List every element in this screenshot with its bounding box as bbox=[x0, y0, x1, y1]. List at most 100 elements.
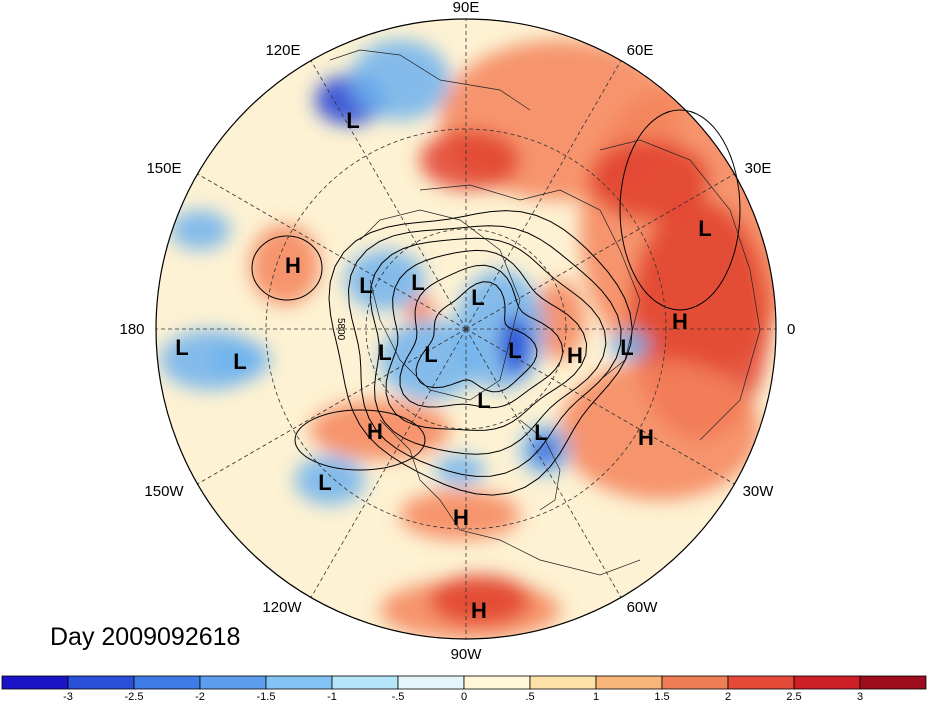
low-pressure-marker: L bbox=[698, 216, 711, 241]
colorbar: -3 -2.5 -2 -1.5 -1 -.5 0 .5 1 1.5 2 2.5 3 bbox=[1, 675, 927, 702]
anomaly-region bbox=[420, 130, 520, 190]
colorbar-swatch bbox=[199, 675, 267, 690]
colorbar-swatch bbox=[859, 675, 927, 690]
colorbar-swatch bbox=[133, 675, 201, 690]
anomaly-region bbox=[295, 455, 365, 505]
high-pressure-marker: H bbox=[672, 309, 688, 334]
anomaly-region bbox=[590, 140, 710, 220]
low-pressure-marker: L bbox=[411, 270, 424, 295]
coastline bbox=[359, 209, 521, 401]
colorbar-swatch bbox=[727, 675, 795, 690]
longitude-labels: 90E 60E 30E 0 30W 60W 90W 120W 150W 180 150E 120E bbox=[119, 0, 795, 663]
height-contour bbox=[294, 409, 426, 471]
anomaly-region bbox=[170, 210, 230, 250]
meridian-line bbox=[197, 328, 467, 485]
coastline bbox=[329, 49, 531, 111]
colorbar-tick-label: 1.5 bbox=[654, 691, 669, 702]
high-pressure-marker: H bbox=[567, 343, 583, 368]
low-pressure-marker: L bbox=[378, 340, 391, 365]
anomaly-shading bbox=[160, 40, 776, 639]
longitude-label: 60W bbox=[627, 599, 659, 616]
colorbar-tick-label: 2.5 bbox=[786, 691, 801, 702]
longitude-label: 90E bbox=[453, 0, 480, 16]
colorbar-tick-label: 3 bbox=[857, 691, 863, 702]
anomaly-region bbox=[535, 280, 585, 360]
longitude-label: 30E bbox=[745, 160, 772, 177]
high-pressure-marker: H bbox=[638, 425, 654, 450]
low-pressure-marker: L bbox=[359, 273, 372, 298]
longitude-label: 150W bbox=[144, 483, 184, 500]
colorbar-tick-label: -2.5 bbox=[125, 691, 144, 702]
map-boundary bbox=[155, 18, 777, 640]
height-contour bbox=[251, 235, 323, 301]
anomaly-region bbox=[405, 295, 435, 325]
high-pressure-marker: H bbox=[453, 505, 469, 530]
colorbar-tick-label: -3 bbox=[63, 691, 73, 702]
colorbar-swatch bbox=[793, 675, 861, 690]
coastline bbox=[419, 184, 641, 381]
graticule bbox=[156, 19, 776, 639]
low-pressure-marker: L bbox=[175, 335, 188, 360]
geopotential-contours bbox=[251, 109, 741, 496]
high-pressure-marker: H bbox=[471, 598, 487, 623]
longitude-label: 180 bbox=[119, 321, 144, 338]
low-pressure-marker: L bbox=[424, 342, 437, 367]
coastlines bbox=[329, 49, 761, 576]
meridian-line bbox=[465, 328, 735, 485]
colorbar-swatch bbox=[529, 675, 597, 690]
longitude-label: 150E bbox=[146, 160, 181, 177]
anomaly-region bbox=[350, 40, 450, 120]
height-contour bbox=[619, 109, 741, 311]
longitude-label: 0 bbox=[787, 321, 795, 338]
low-pressure-marker: L bbox=[534, 420, 547, 445]
colorbar-swatch bbox=[1, 675, 69, 690]
colorbar-tick-label: 0 bbox=[461, 691, 467, 702]
colorbar-tick-label: -1 bbox=[327, 691, 337, 702]
coastline bbox=[519, 419, 561, 511]
height-contour bbox=[347, 225, 622, 477]
anomaly-region bbox=[250, 225, 320, 305]
meridian-line bbox=[465, 173, 735, 330]
low-pressure-marker: L bbox=[471, 285, 484, 310]
colorbar-tick-label: -.5 bbox=[392, 691, 405, 702]
colorbar-swatch bbox=[331, 675, 399, 690]
height-contour bbox=[369, 237, 607, 455]
low-pressure-marker: L bbox=[233, 349, 246, 374]
anomaly-region bbox=[435, 455, 485, 485]
anomaly-region bbox=[345, 250, 425, 310]
contour-value-label: 5800 bbox=[335, 318, 346, 341]
low-pressure-marker: L bbox=[346, 108, 359, 133]
meridian-line bbox=[465, 60, 622, 330]
anomaly-region bbox=[500, 315, 530, 375]
anomaly-field bbox=[156, 19, 776, 639]
colorbar-swatch bbox=[67, 675, 135, 690]
longitude-label: 90W bbox=[451, 646, 483, 663]
low-pressure-marker: L bbox=[318, 470, 331, 495]
low-pressure-marker: L bbox=[477, 388, 490, 413]
colorbar-tick-label: 1 bbox=[593, 691, 599, 702]
anomaly-region bbox=[210, 340, 270, 380]
height-contour bbox=[399, 264, 564, 409]
day-title: Day 2009092618 bbox=[50, 623, 240, 651]
longitude-label: 120W bbox=[262, 599, 302, 616]
height-contour bbox=[328, 210, 633, 496]
low-pressure-marker: L bbox=[508, 338, 521, 363]
meridian-line bbox=[197, 173, 467, 330]
anomaly-region bbox=[380, 320, 480, 400]
high-pressure-marker: H bbox=[285, 253, 301, 278]
colorbar-swatch bbox=[463, 675, 531, 690]
meridian-line bbox=[310, 60, 467, 330]
height-contour bbox=[415, 281, 538, 393]
low-pressure-marker: L bbox=[620, 335, 633, 360]
longitude-label: 30W bbox=[743, 483, 775, 500]
colorbar-tick-label: -1.5 bbox=[257, 691, 276, 702]
anomaly-region bbox=[430, 575, 530, 625]
colorbar-swatch bbox=[265, 675, 333, 690]
colorbar-tick-label: 2 bbox=[725, 691, 731, 702]
colorbar-tick-label: -2 bbox=[195, 691, 205, 702]
colorbar-swatch bbox=[661, 675, 729, 690]
meridian-line bbox=[465, 328, 622, 598]
anomaly-region bbox=[560, 360, 760, 500]
